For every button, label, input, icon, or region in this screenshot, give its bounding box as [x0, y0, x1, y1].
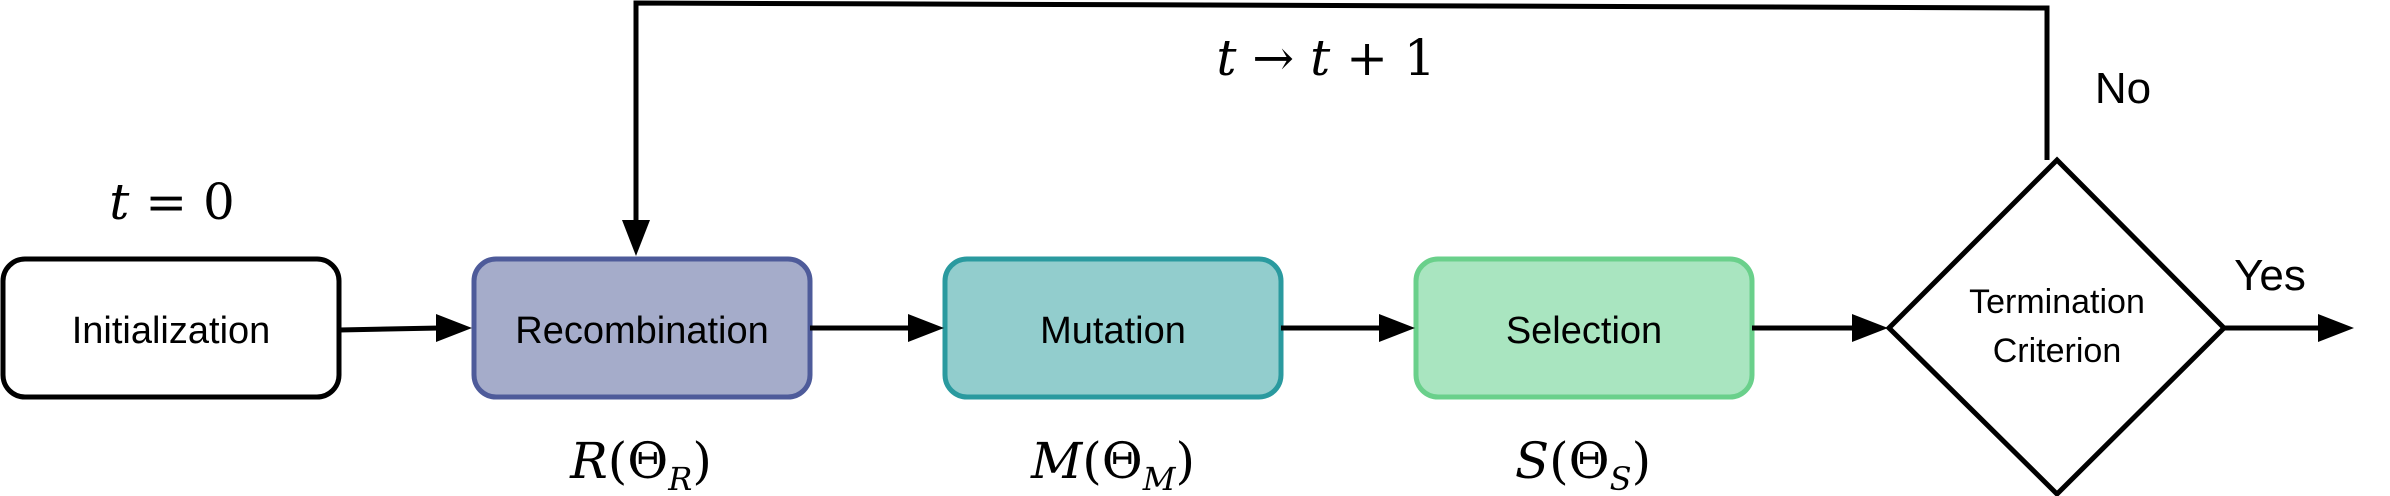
- selection-node: Selection: [1413, 256, 1755, 400]
- recombination-label: Recombination: [515, 310, 768, 352]
- termination-diamond: [1885, 156, 2228, 496]
- edge-mutation-to-selection: [1281, 314, 1415, 342]
- selection-label: Selection: [1506, 310, 1662, 352]
- termination-label-line2: Criterion: [1993, 332, 2121, 370]
- recombination-param-label: R(ΘR): [569, 432, 712, 496]
- edge-line: [338, 325, 441, 333]
- initialization-node: Initialization: [0, 256, 342, 400]
- arrowhead-icon: [622, 220, 650, 256]
- edge-no-loop: [622, 0, 2050, 256]
- edge-selection-to-termination: [1752, 314, 1888, 342]
- recombination-node: Recombination: [471, 256, 813, 400]
- edge-yes-exit: [2224, 314, 2354, 342]
- initialization-label: Initialization: [72, 310, 271, 352]
- edge-init-to-recombination: [338, 314, 472, 342]
- yes-branch-label: Yes: [2234, 251, 2306, 300]
- arrowhead-icon: [2318, 314, 2354, 342]
- selection-param-label: S(ΘS): [1515, 432, 1651, 496]
- mutation-param-label: M(ΘM): [1030, 432, 1195, 496]
- mutation-node: Mutation: [942, 256, 1284, 400]
- arrowhead-icon: [1379, 314, 1415, 342]
- init-time-label: t = 0: [109, 173, 235, 231]
- arrowhead-icon: [1852, 314, 1888, 342]
- loop-increment-label: t → t + 1: [1216, 29, 1435, 87]
- loop-line: [633, 0, 2050, 222]
- arrowhead-icon: [436, 314, 472, 342]
- edge-recombination-to-mutation: [810, 314, 944, 342]
- termination-node: Termination Criterion: [1885, 156, 2228, 496]
- termination-label-line1: Termination: [1969, 283, 2145, 321]
- arrowhead-icon: [908, 314, 944, 342]
- no-branch-label: No: [2095, 64, 2151, 113]
- mutation-label: Mutation: [1040, 310, 1186, 352]
